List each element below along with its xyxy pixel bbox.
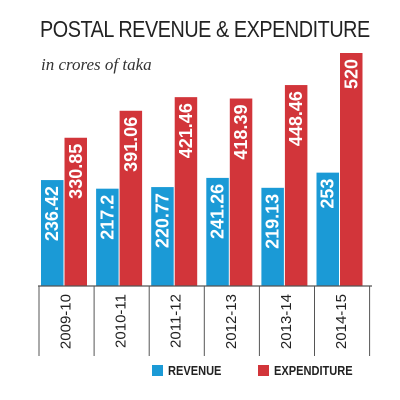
- legend-label-expenditure: EXPENDITURE: [274, 362, 353, 378]
- value-label-revenue-2011-12: 220.77: [152, 193, 172, 248]
- bar-revenue-2013-14: [261, 187, 284, 286]
- bar-expenditure-2010-11: [119, 110, 143, 286]
- bar-expenditure-2012-13: [229, 98, 253, 286]
- legend-item-revenue: REVENUE: [152, 362, 231, 378]
- legend-swatch-expenditure: [258, 364, 269, 376]
- bar-revenue-2009-10: [41, 180, 64, 286]
- chart-subtitle: in crores of taka: [41, 55, 152, 74]
- x-tick-label-2009-10: 2009-10: [58, 294, 75, 349]
- x-tick-label-2013-14: 2013-14: [278, 294, 295, 349]
- bar-expenditure-2014-15: [340, 53, 363, 286]
- x-tick-label-2010-11: 2010-11: [113, 294, 130, 348]
- bar-expenditure-2011-12: [174, 97, 198, 287]
- legend-swatch-revenue: [152, 364, 163, 376]
- bar-revenue-2014-15: [316, 172, 339, 286]
- value-label-expenditure-2010-11: 391.06: [121, 117, 141, 172]
- value-label-expenditure-2012-13: 418.39: [231, 105, 251, 160]
- bar-expenditure-2009-10: [64, 137, 87, 286]
- value-label-expenditure-2014-15: 520: [341, 59, 361, 89]
- legend-label-revenue: REVENUE: [168, 362, 222, 378]
- x-tick-label-2012-13: 2012-13: [223, 294, 240, 349]
- value-label-revenue-2013-14: 219.13: [263, 194, 283, 249]
- value-label-expenditure-2011-12: 421.46: [176, 103, 196, 158]
- bar-revenue-2010-11: [96, 188, 119, 286]
- bar-revenue-2011-12: [151, 187, 174, 286]
- value-label-revenue-2009-10: 236.42: [42, 186, 62, 241]
- bar-revenue-2012-13: [206, 177, 229, 286]
- legend-item-expenditure: EXPENDITURE: [258, 362, 366, 378]
- x-tick-label-2014-15: 2014-15: [333, 294, 350, 349]
- value-label-revenue-2014-15: 253: [318, 179, 338, 209]
- value-label-expenditure-2009-10: 330.85: [66, 144, 86, 199]
- chart-title: POSTAL REVENUE & EXPENDITURE: [40, 16, 370, 42]
- x-tick-label-2011-12: 2011-12: [168, 294, 185, 348]
- value-label-revenue-2010-11: 217.2: [97, 195, 117, 240]
- value-label-expenditure-2013-14: 448.46: [286, 91, 306, 146]
- value-label-revenue-2012-13: 241.26: [208, 184, 228, 239]
- bar-expenditure-2013-14: [284, 85, 308, 286]
